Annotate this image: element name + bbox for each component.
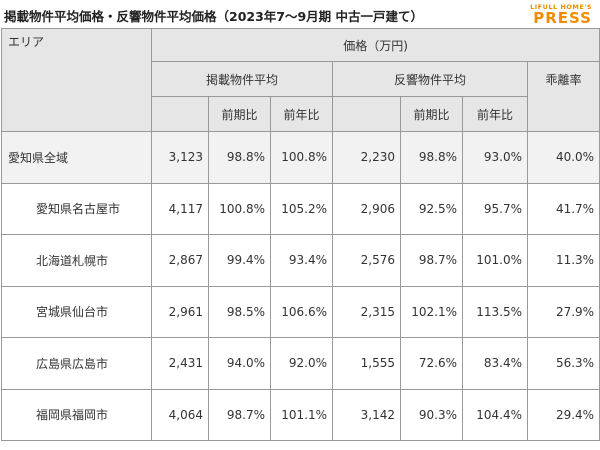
response-prev-year: 101.0% xyxy=(462,234,528,287)
response-avg: 1,555 xyxy=(332,337,401,390)
page-title: 掲載物件平均価格・反響物件平均価格（2023年7～9月期 中古一戸建て） xyxy=(4,9,424,24)
area-name: 北海道札幌市 xyxy=(1,234,152,287)
listing-prev-year: 106.6% xyxy=(270,285,333,338)
listing-avg: 4,064 xyxy=(151,388,209,441)
table-row: 北海道札幌市 2,867 99.4% 93.4% 2,576 98.7% 101… xyxy=(1,234,600,287)
response-avg: 2,576 xyxy=(332,234,401,287)
header-listing-prev-period: 前期比 xyxy=(208,96,271,132)
area-name: 愛知県名古屋市 xyxy=(1,182,152,235)
response-avg: 2,906 xyxy=(332,182,401,235)
table-row: 愛知県名古屋市 4,117 100.8% 105.2% 2,906 92.5% … xyxy=(1,182,600,235)
header-blank-response xyxy=(332,96,401,132)
area-name: 愛知県全域 xyxy=(1,131,152,184)
listing-prev-period: 98.7% xyxy=(208,388,271,441)
response-avg: 3,142 xyxy=(332,388,401,441)
listing-avg: 4,117 xyxy=(151,182,209,235)
header-response-prev-period: 前期比 xyxy=(400,96,463,132)
gap-rate: 40.0% xyxy=(526,131,600,184)
response-prev-period: 90.3% xyxy=(400,388,463,441)
listing-prev-period: 94.0% xyxy=(208,337,271,390)
response-prev-year: 104.4% xyxy=(462,388,528,441)
brand-logo: LIFULL HOME'S PRESS xyxy=(530,3,592,26)
listing-prev-year: 100.8% xyxy=(270,131,333,184)
header-area: エリア xyxy=(1,28,152,132)
response-avg: 2,315 xyxy=(332,285,401,338)
header-blank-listing xyxy=(151,96,209,132)
table-row: 愛知県全域 3,123 98.8% 100.8% 2,230 98.8% 93.… xyxy=(1,131,600,184)
listing-prev-period: 98.5% xyxy=(208,285,271,338)
response-prev-period: 98.7% xyxy=(400,234,463,287)
listing-avg: 2,961 xyxy=(151,285,209,338)
gap-rate: 27.9% xyxy=(526,285,600,338)
response-prev-period: 72.6% xyxy=(400,337,463,390)
listing-prev-year: 92.0% xyxy=(270,337,333,390)
logo-top-text: LIFULL HOME'S xyxy=(530,3,592,11)
area-name: 広島県広島市 xyxy=(1,337,152,390)
gap-rate: 56.3% xyxy=(526,337,600,390)
listing-avg: 2,431 xyxy=(151,337,209,390)
listing-prev-year: 93.4% xyxy=(270,234,333,287)
gap-rate: 11.3% xyxy=(526,234,600,287)
header-listing-avg: 掲載物件平均 xyxy=(151,61,333,97)
response-prev-period: 92.5% xyxy=(400,182,463,235)
table-row: 宮城県仙台市 2,961 98.5% 106.6% 2,315 102.1% 1… xyxy=(1,285,600,338)
response-prev-year: 95.7% xyxy=(462,182,528,235)
listing-avg: 3,123 xyxy=(151,131,209,184)
listing-avg: 2,867 xyxy=(151,234,209,287)
header-price: 価格（万円) xyxy=(150,28,600,62)
table-row: 福岡県福岡市 4,064 98.7% 101.1% 3,142 90.3% 10… xyxy=(1,388,600,441)
listing-prev-year: 101.1% xyxy=(270,388,333,441)
response-prev-period: 102.1% xyxy=(400,285,463,338)
area-name: 宮城県仙台市 xyxy=(1,285,152,338)
price-table: エリア 価格（万円) 掲載物件平均 反響物件平均 乖離率 前期比 前年比 前期比… xyxy=(1,28,600,441)
area-name: 福岡県福岡市 xyxy=(1,388,152,441)
gap-rate: 29.4% xyxy=(526,388,600,441)
response-avg: 2,230 xyxy=(332,131,401,184)
response-prev-year: 83.4% xyxy=(462,337,528,390)
header-gap-rate: 乖離率 xyxy=(526,61,600,132)
listing-prev-period: 99.4% xyxy=(208,234,271,287)
response-prev-year: 93.0% xyxy=(462,131,528,184)
response-prev-year: 113.5% xyxy=(462,285,528,338)
response-prev-period: 98.8% xyxy=(400,131,463,184)
header-listing-prev-year: 前年比 xyxy=(270,96,333,132)
gap-rate: 41.7% xyxy=(526,182,600,235)
listing-prev-period: 98.8% xyxy=(208,131,271,184)
logo-main-text: PRESS xyxy=(533,9,592,27)
header-response-avg: 反響物件平均 xyxy=(332,61,528,97)
listing-prev-year: 105.2% xyxy=(270,182,333,235)
header-response-prev-year: 前年比 xyxy=(462,96,528,132)
listing-prev-period: 100.8% xyxy=(208,182,271,235)
table-row: 広島県広島市 2,431 94.0% 92.0% 1,555 72.6% 83.… xyxy=(1,337,600,390)
